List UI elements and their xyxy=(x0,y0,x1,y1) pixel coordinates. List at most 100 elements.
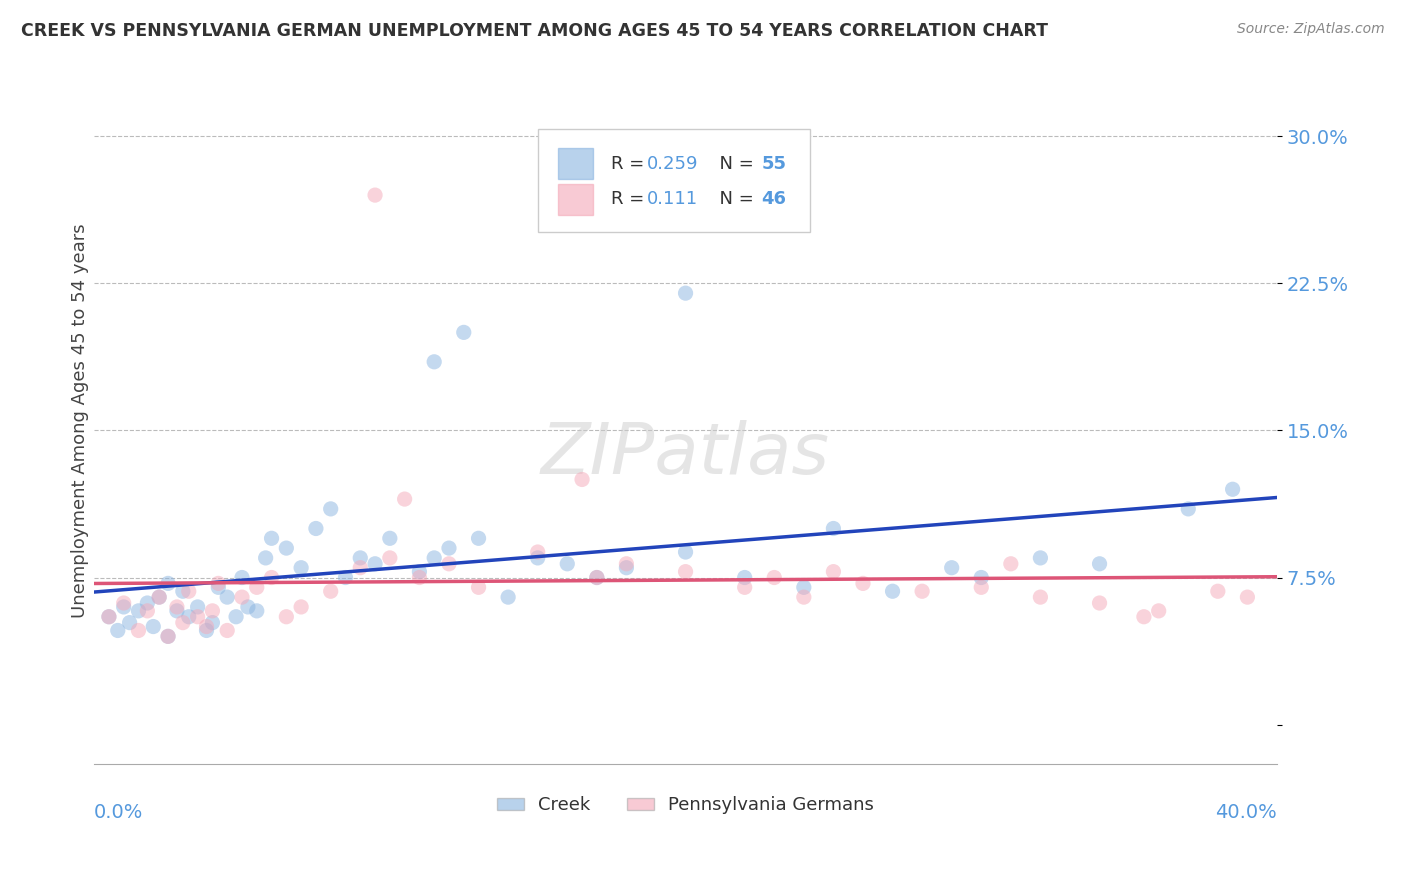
Point xyxy=(207,580,229,594)
Text: ZIPatlas: ZIPatlas xyxy=(541,420,830,490)
Point xyxy=(1222,483,1244,497)
Text: 46: 46 xyxy=(761,190,786,208)
Point xyxy=(437,557,460,571)
Point xyxy=(437,541,460,555)
Point xyxy=(1000,557,1022,571)
Point xyxy=(1206,584,1229,599)
Point xyxy=(349,550,371,565)
Point xyxy=(823,521,845,535)
Point xyxy=(453,326,475,340)
FancyBboxPatch shape xyxy=(537,129,810,232)
Text: 0.259: 0.259 xyxy=(647,154,697,172)
Point xyxy=(231,590,253,604)
Point xyxy=(675,286,697,301)
Point xyxy=(187,609,209,624)
Point xyxy=(157,576,180,591)
Point xyxy=(496,590,519,604)
Text: CREEK VS PENNSYLVANIA GERMAN UNEMPLOYMENT AMONG AGES 45 TO 54 YEARS CORRELATION : CREEK VS PENNSYLVANIA GERMAN UNEMPLOYMEN… xyxy=(21,22,1047,40)
Point xyxy=(882,584,904,599)
Point xyxy=(555,557,578,571)
Point xyxy=(276,541,298,555)
Point xyxy=(201,604,224,618)
Point xyxy=(107,624,129,638)
Point xyxy=(260,531,283,545)
Point xyxy=(734,570,756,584)
Point xyxy=(364,557,387,571)
Point xyxy=(349,560,371,574)
Point xyxy=(467,531,489,545)
Point xyxy=(941,560,963,574)
Point xyxy=(763,570,786,584)
Point xyxy=(136,596,159,610)
Point xyxy=(166,604,188,618)
Point xyxy=(319,584,342,599)
Point xyxy=(157,629,180,643)
Point xyxy=(236,599,259,614)
Point xyxy=(177,609,200,624)
Point xyxy=(246,580,269,594)
Text: R =: R = xyxy=(612,190,655,208)
Point xyxy=(172,584,194,599)
Point xyxy=(526,545,548,559)
Point xyxy=(970,580,993,594)
Point xyxy=(823,565,845,579)
Point xyxy=(217,624,239,638)
Point xyxy=(276,609,298,624)
Point xyxy=(1088,596,1111,610)
Point xyxy=(1029,590,1052,604)
Point xyxy=(467,580,489,594)
Point xyxy=(136,604,159,618)
Point xyxy=(852,576,875,591)
Point xyxy=(394,492,416,507)
Point xyxy=(1177,501,1199,516)
Point xyxy=(118,615,141,630)
Point xyxy=(246,604,269,618)
Point xyxy=(408,565,430,579)
Point xyxy=(201,615,224,630)
Point xyxy=(526,550,548,565)
Text: 0.111: 0.111 xyxy=(647,190,697,208)
Point xyxy=(290,560,312,574)
Point xyxy=(734,580,756,594)
Point xyxy=(616,557,638,571)
Point xyxy=(290,599,312,614)
Text: R =: R = xyxy=(612,154,650,172)
Point xyxy=(112,596,135,610)
Point xyxy=(195,624,218,638)
Point xyxy=(148,590,170,604)
Text: 40.0%: 40.0% xyxy=(1215,803,1277,822)
Point xyxy=(423,355,446,369)
Point xyxy=(423,550,446,565)
Point xyxy=(260,570,283,584)
Point xyxy=(112,599,135,614)
Point xyxy=(378,531,401,545)
Point xyxy=(335,570,357,584)
Text: Source: ZipAtlas.com: Source: ZipAtlas.com xyxy=(1237,22,1385,37)
Point xyxy=(616,560,638,574)
Point xyxy=(1088,557,1111,571)
Point xyxy=(217,590,239,604)
Point xyxy=(225,609,247,624)
Point xyxy=(1029,550,1052,565)
Point xyxy=(364,188,387,202)
Point xyxy=(207,576,229,591)
Point xyxy=(319,501,342,516)
Point xyxy=(408,570,430,584)
Point xyxy=(675,565,697,579)
Point xyxy=(157,629,180,643)
Point xyxy=(675,545,697,559)
Point xyxy=(585,570,607,584)
Point xyxy=(1236,590,1258,604)
Point xyxy=(172,615,194,630)
Point xyxy=(231,570,253,584)
Point xyxy=(127,624,149,638)
Point xyxy=(148,590,170,604)
Point xyxy=(177,584,200,599)
Point xyxy=(187,599,209,614)
Point xyxy=(166,599,188,614)
Legend: Creek, Pennsylvania Germans: Creek, Pennsylvania Germans xyxy=(488,788,883,823)
Point xyxy=(97,609,120,624)
Point xyxy=(911,584,934,599)
Bar xyxy=(558,148,593,179)
Point xyxy=(127,604,149,618)
